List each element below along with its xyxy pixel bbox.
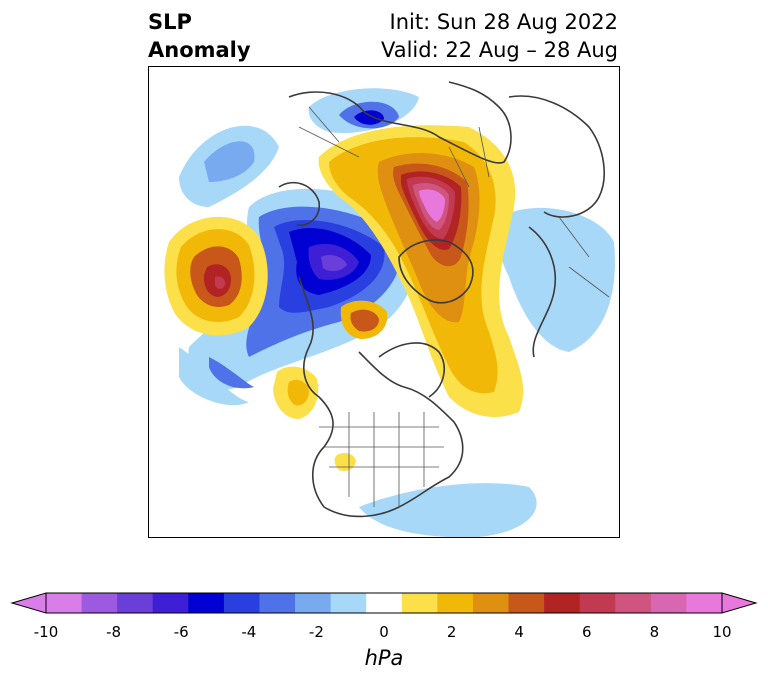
colorbar-bin [615,593,652,613]
coastline [278,181,320,227]
negative-anomaly-area [179,347,249,406]
coastlines [278,81,605,518]
colorbar-bin [366,593,403,613]
colorbar-tick-label: -4 [241,623,257,641]
colorbar-tick-label: 0 [379,623,389,641]
colorbar [10,592,758,614]
valid-period-header: Init: Sun 28 Aug 2022 Valid: 22 Aug – 28… [381,8,618,64]
colorbar-bin [650,593,687,613]
anomaly-contours [164,88,615,537]
colorbar-bin [579,593,616,613]
negative-anomaly-area [359,483,537,537]
colorbar-bin [686,593,723,613]
political-borders [298,106,610,507]
colorbar-bin [152,593,189,613]
colorbar-bin [259,593,296,613]
colorbar-bin [437,593,474,613]
coastline [378,342,445,398]
colorbar-bin [188,593,225,613]
negative-anomaly-area [204,141,255,182]
border-line [319,412,444,507]
slp-anomaly-map [148,66,620,538]
colorbar-tick-label: 2 [446,623,457,641]
colorbar-tick-label: 10 [712,623,732,641]
colorbar-bin [401,593,438,613]
map-canvas [164,81,615,537]
colorbar-under-arrow [10,592,47,614]
colorbar-frame [45,592,723,614]
init-date-label: Init: Sun 28 Aug 2022 [389,10,618,34]
negative-anomaly-area [354,110,384,125]
negative-anomaly-area [321,254,347,272]
coastline [288,81,512,164]
colorbar-tick-label: -8 [106,623,122,641]
coastline [508,95,605,218]
colorbar-tick-label: -6 [173,623,189,641]
coastline [528,226,556,358]
colorbar-bin [472,593,510,613]
colorbar-tick-label: -2 [308,623,324,641]
coastline [298,276,464,518]
coastline [398,239,474,304]
colorbar-over-arrow [721,592,758,614]
border-line [298,106,610,298]
colorbar-bin [508,593,545,613]
positive-anomaly-area [215,276,226,289]
valid-range-label: Valid: 22 Aug – 28 Aug [380,38,618,62]
colorbar-bin [46,593,83,613]
colorbar-bin [295,593,332,613]
colorbar-tick-label: -10 [33,623,59,641]
positive-anomaly-area [287,379,309,406]
negative-anomaly-area [209,357,254,389]
colorbar-bin [117,593,154,613]
colorbar-units-label: hPa [364,646,404,670]
colorbar-bin [544,593,581,613]
positive-anomaly-area [350,309,379,332]
colorbar-bin [223,593,260,613]
colorbar-bins [46,593,723,613]
map-title: SLP Anomaly [148,10,251,62]
colorbar-tick-label: 8 [649,623,660,641]
colorbar-tick-label: 4 [514,623,524,641]
colorbar-bin [330,593,367,613]
positive-anomaly-area [419,189,445,222]
colorbar-tick-label: 6 [582,623,592,641]
positive-anomaly-area [334,453,356,471]
colorbar-bin [81,593,118,613]
